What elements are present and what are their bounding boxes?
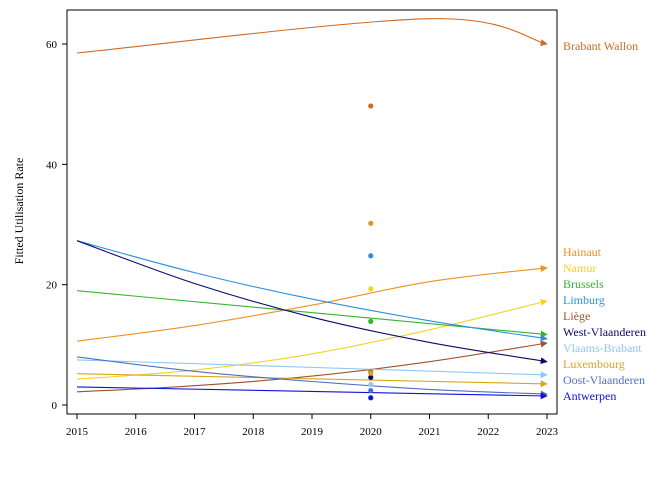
points-2020 xyxy=(368,103,374,401)
axes: 2015 2016 2017 2018 2019 2020 2021 2022 2023 0 20 4… xyxy=(46,39,559,438)
series-label: Luxembourg xyxy=(563,357,625,371)
series-label: West-Vlaanderen xyxy=(563,325,646,339)
y-tick-label: 60 xyxy=(46,39,58,51)
x-tick-label: 2016 xyxy=(125,426,148,438)
x-tick-label: 2017 xyxy=(184,426,207,438)
series-line-brabant-wallon xyxy=(76,18,548,54)
point-2020-luxembourg xyxy=(368,370,374,376)
series-label: Liège xyxy=(563,309,590,323)
y-tick-label: 40 xyxy=(46,159,58,171)
series-label: Limburg xyxy=(563,293,605,307)
y-tick-label: 20 xyxy=(46,280,58,292)
point-2020-limburg xyxy=(368,253,374,259)
x-tick-label: 2022 xyxy=(477,426,499,438)
point-2020-brabant-wallon xyxy=(368,103,374,109)
series-line-hainaut xyxy=(76,265,548,342)
series-line-luxembourg xyxy=(76,373,548,388)
series-lines xyxy=(76,18,548,400)
series-label: Oost-Vlaanderen xyxy=(563,373,645,387)
series-labels: Brabant Wallon Hainaut Namur Brussels Limbur… xyxy=(563,39,646,403)
y-tick-label: 0 xyxy=(52,400,58,412)
point-2020-hainaut xyxy=(368,220,374,226)
x-tick-label: 2020 xyxy=(360,426,383,438)
series-line-limburg xyxy=(76,240,548,342)
series-label: Brussels xyxy=(563,277,604,291)
point-2020-antwerpen xyxy=(368,395,374,401)
x-tick-label: 2021 xyxy=(419,426,441,438)
series-line-vlaams-brabant xyxy=(76,359,548,379)
x-tick-label: 2019 xyxy=(301,426,324,438)
series-label: Antwerpen xyxy=(563,389,616,403)
point-2020-brussels xyxy=(368,318,374,324)
series-label: Vlaams-Brabant xyxy=(563,341,642,355)
point-2020-vlaams-brabant xyxy=(368,381,374,388)
series-line-oost-vlaanderen xyxy=(76,356,548,398)
series-line-west-vlaanderen xyxy=(76,240,548,365)
x-tick-label: 2015 xyxy=(66,426,89,438)
point-2020-namur xyxy=(368,286,374,292)
point-2020-west-vlaanderen xyxy=(368,374,374,380)
x-tick-label: 2018 xyxy=(242,426,265,438)
series-line-antwerpen xyxy=(76,386,548,400)
point-2020-oost-vlaanderen xyxy=(368,387,374,394)
y-axis-label: Fitted Utilisation Rate xyxy=(12,158,26,265)
series-line-namur xyxy=(76,298,548,380)
x-tick-label: 2023 xyxy=(536,426,559,438)
series-label: Namur xyxy=(563,261,596,275)
series-label: Brabant Wallon xyxy=(563,39,638,53)
series-label: Hainaut xyxy=(563,245,602,259)
